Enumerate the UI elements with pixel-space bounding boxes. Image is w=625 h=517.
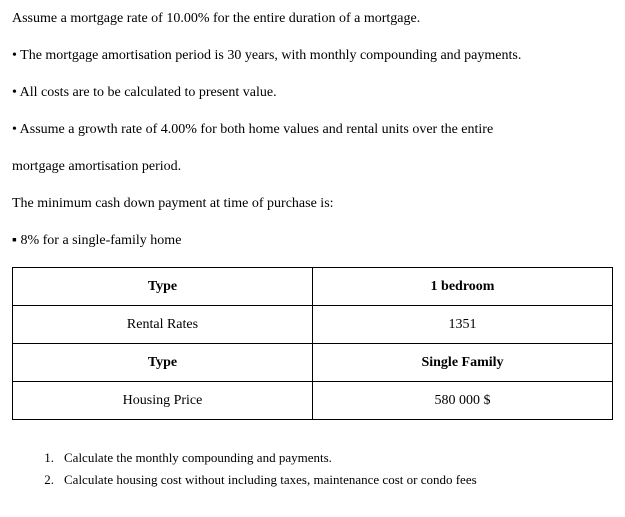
table-cell-type-header-1: Type [13,268,313,306]
table-cell-type-header-2: Type [13,344,313,382]
bullet-down-payment: ▪ 8% for a single-family home [12,230,613,251]
table-row: Type Single Family [13,344,613,382]
table-cell-housing-price-label: Housing Price [13,382,313,420]
data-table-container: Type 1 bedroom Rental Rates 1351 Type Si… [12,267,613,420]
bullet-amortisation: • The mortgage amortisation period is 30… [12,45,613,66]
question-2: 2. Calculate housing cost without includ… [40,470,613,490]
table-row: Type 1 bedroom [13,268,613,306]
table-cell-rental-rates-value: 1351 [313,306,613,344]
table-row: Rental Rates 1351 [13,306,613,344]
table-cell-single-family-header: Single Family [313,344,613,382]
bullet-growth-rate-line2: mortgage amortisation period. [12,156,613,177]
question-2-text: Calculate housing cost without including… [64,470,477,490]
bullet-growth-rate-line1: • Assume a growth rate of 4.00% for both… [12,119,613,140]
table-cell-bedroom-header: 1 bedroom [313,268,613,306]
question-1: 1. Calculate the monthly compounding and… [40,448,613,468]
data-table: Type 1 bedroom Rental Rates 1351 Type Si… [12,267,613,420]
question-2-number: 2. [40,470,64,490]
table-cell-housing-price-value: 580 000 $ [313,382,613,420]
intro-text: Assume a mortgage rate of 10.00% for the… [12,8,613,29]
bullet-present-value: • All costs are to be calculated to pres… [12,82,613,103]
text-down-payment-intro: The minimum cash down payment at time of… [12,193,613,214]
questions-list: 1. Calculate the monthly compounding and… [12,448,613,489]
table-row: Housing Price 580 000 $ [13,382,613,420]
question-1-number: 1. [40,448,64,468]
table-cell-rental-rates-label: Rental Rates [13,306,313,344]
question-1-text: Calculate the monthly compounding and pa… [64,448,332,468]
